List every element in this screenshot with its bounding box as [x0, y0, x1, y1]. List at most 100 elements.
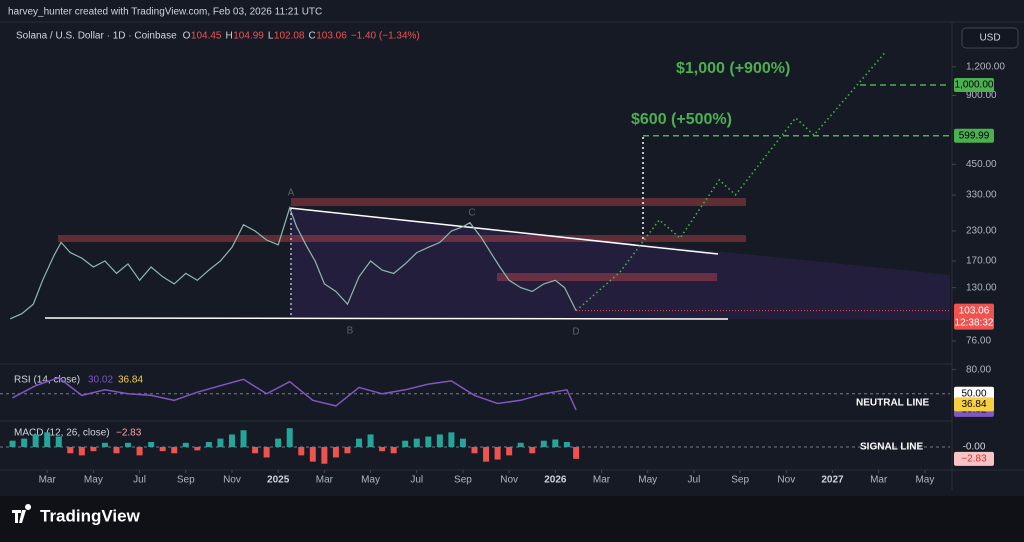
histogram-bar — [32, 434, 39, 447]
histogram-bar — [436, 434, 443, 447]
histogram-bar — [356, 438, 363, 447]
signal-text: SIGNAL LINE — [860, 442, 923, 453]
x-tick-label: Jul — [133, 475, 146, 486]
y-tick-label: 1,200.00 — [966, 62, 1005, 73]
chart-background — [0, 0, 1024, 496]
histogram-bar — [44, 432, 51, 447]
x-tick-label: Jul — [688, 475, 701, 486]
legend-text: C — [308, 31, 315, 42]
legend-value: 30.02 — [88, 375, 113, 386]
histogram-bar — [379, 447, 386, 452]
histogram-bar — [136, 447, 143, 456]
resistance-zone — [291, 198, 746, 206]
pane-title: MACD (12, 26, close) — [14, 428, 110, 439]
histogram-bar — [125, 442, 132, 447]
histogram-bar — [55, 436, 62, 447]
histogram-bar — [228, 434, 235, 447]
histogram-bar — [321, 447, 328, 464]
x-tick-label: 2027 — [821, 475, 844, 486]
histogram-bar — [402, 440, 409, 447]
histogram-bar — [425, 436, 432, 447]
neutral-badge: 50.00 — [961, 388, 986, 399]
histogram-bar — [367, 434, 374, 447]
histogram-bar — [9, 440, 16, 447]
legend: Solana / U.S. Dollar · 1D · Coinbase O 104… — [16, 31, 420, 42]
target-badge-bg — [954, 128, 994, 143]
histogram-bar — [182, 442, 189, 447]
legend-text: 103.06 — [316, 31, 347, 42]
histogram-bar — [573, 447, 580, 459]
x-tick-label: Sep — [177, 475, 195, 486]
histogram-bar — [240, 430, 247, 447]
rsi-line — [12, 376, 577, 411]
x-tick-label: Nov — [777, 475, 795, 486]
target-text: $1,000 (+900%) — [676, 60, 790, 77]
y-tick-label: 450.00 — [966, 159, 997, 170]
histogram-bar — [252, 447, 259, 454]
x-tick-label: May — [361, 475, 380, 486]
neutral-badge-bg — [954, 386, 994, 401]
histogram-bar — [471, 447, 478, 454]
histogram-bar — [529, 447, 536, 454]
histogram-bar — [21, 438, 28, 447]
y-tick-label: 80.00 — [966, 364, 991, 375]
histogram-bar — [298, 447, 305, 456]
y-tick-label: 130.00 — [966, 282, 997, 293]
currency-label[interactable]: USD — [979, 33, 1000, 44]
histogram-bar — [194, 447, 201, 451]
x-tick-label: Mar — [316, 475, 334, 486]
x-tick-label: Mar — [593, 475, 611, 486]
legend-text: O — [183, 31, 191, 42]
histogram-bar — [67, 447, 74, 454]
x-tick-label: May — [638, 475, 657, 486]
macd-badge-bg — [954, 451, 994, 466]
x-tick-label: Mar — [39, 475, 57, 486]
histogram-bar — [148, 441, 155, 447]
last-price-bg — [954, 303, 994, 330]
target-badge: 1,000.00 — [955, 80, 994, 91]
countdown: 12:38:32 — [955, 317, 994, 328]
legend-text: 102.08 — [274, 31, 305, 42]
currency-button[interactable] — [961, 27, 1019, 49]
histogram-bar — [517, 442, 524, 447]
resistance-zone — [58, 235, 746, 242]
pattern-point: B — [347, 326, 354, 337]
histogram-bar — [506, 447, 513, 456]
legend-text: L — [268, 31, 274, 42]
histogram-bar — [390, 447, 397, 454]
legend-text: H — [226, 31, 233, 42]
target-text: $600 (+500%) — [631, 111, 732, 128]
pattern-point: D — [572, 327, 579, 338]
x-tick-label: 2025 — [267, 475, 290, 486]
legend-text: Solana / U.S. Dollar · 1D · Coinbase — [16, 31, 177, 42]
footer — [0, 496, 1024, 542]
legend-text: −1.40 (−1.34%) — [351, 31, 420, 42]
x-tick-label: Nov — [500, 475, 518, 486]
histogram-bar — [205, 441, 212, 447]
support-line — [44, 317, 729, 320]
brand: TradingView — [40, 506, 141, 525]
attribution: harvey_hunter created with TradingView.c… — [8, 7, 322, 18]
x-tick-label: May — [84, 475, 103, 486]
pattern-point: A — [288, 188, 295, 199]
histogram-bar — [552, 439, 559, 447]
legend-value: 36.84 — [118, 375, 143, 386]
x-tick-label: Mar — [870, 475, 888, 486]
neutral-text: NEUTRAL LINE — [856, 397, 929, 408]
triangle-zone — [290, 208, 950, 320]
pattern-point: C — [468, 208, 475, 219]
histogram-bar — [344, 447, 351, 454]
histogram-bar — [159, 447, 166, 452]
histogram-bar — [113, 447, 120, 454]
logo-mark — [12, 504, 32, 523]
y-tick-label: 170.00 — [966, 256, 997, 267]
macd-badge: −2.83 — [961, 453, 987, 464]
legend-text: 104.99 — [233, 31, 264, 42]
last-price: 103.06 — [959, 305, 990, 316]
legend-text: 104.45 — [191, 31, 222, 42]
rsi-badge: 36.84 — [961, 399, 986, 410]
histogram-bar — [483, 447, 490, 462]
histogram-bar — [171, 447, 178, 454]
x-tick-label: Jul — [410, 475, 423, 486]
